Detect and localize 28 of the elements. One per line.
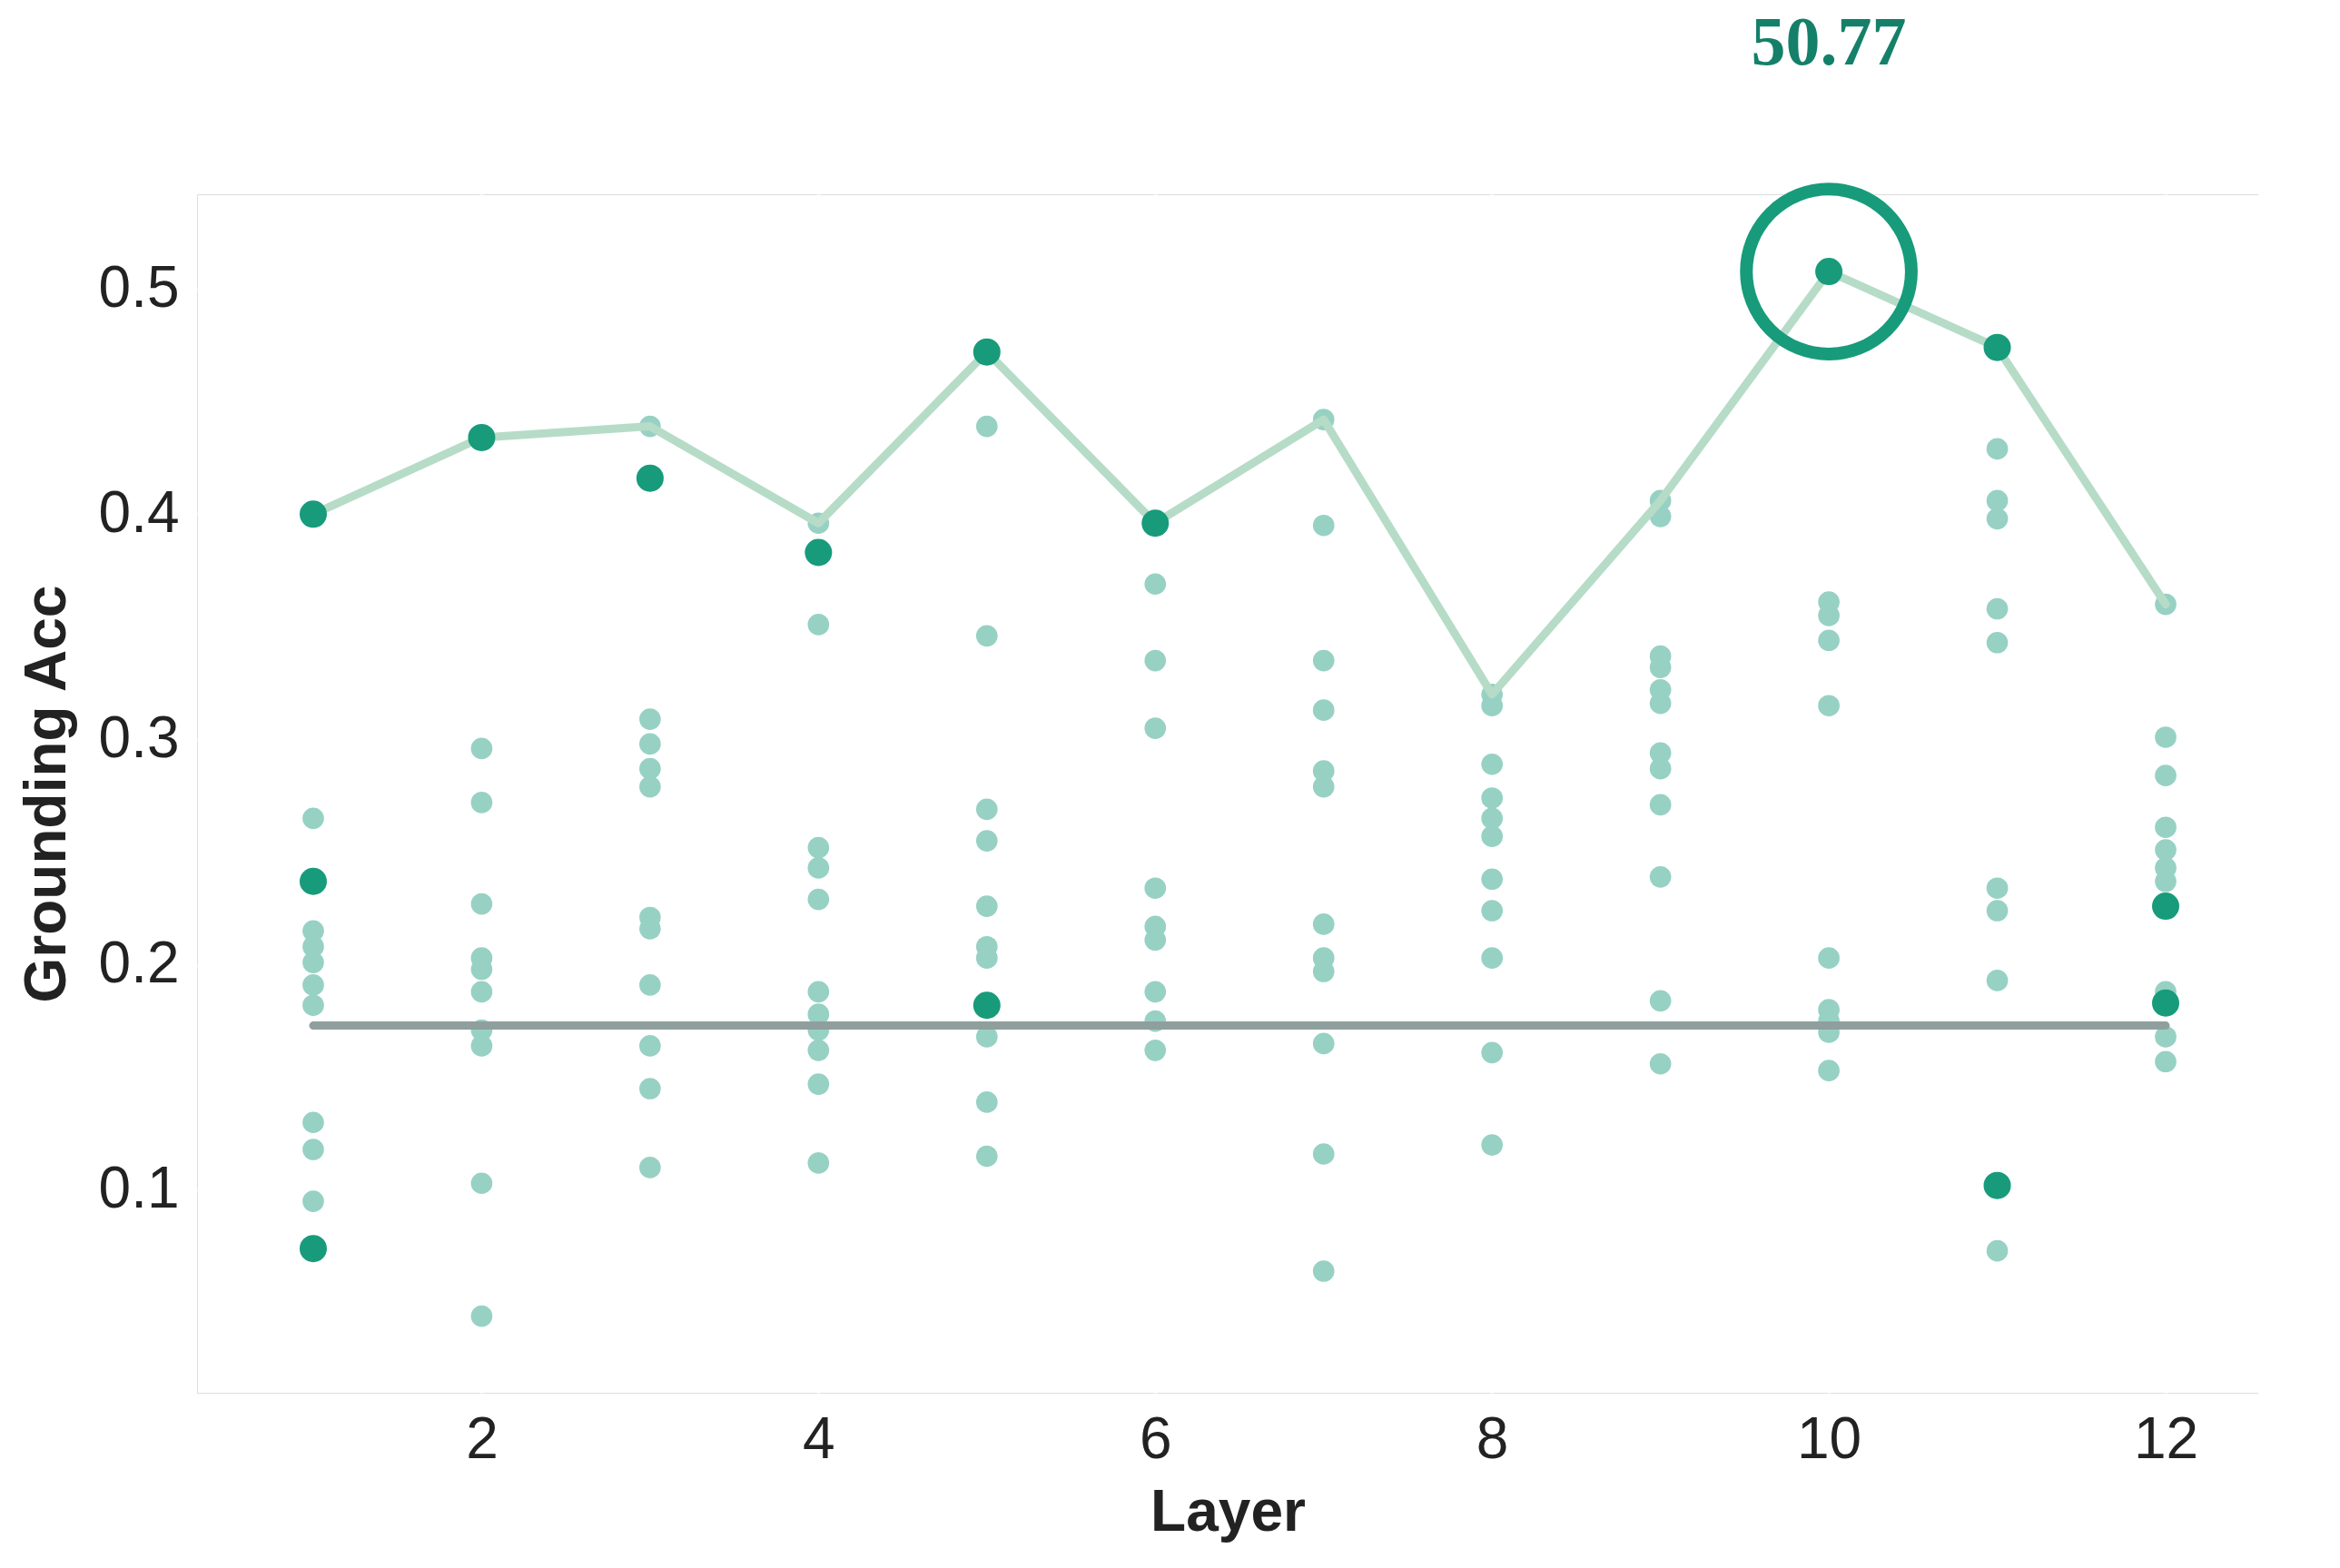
x-tick-label: 6	[1139, 1405, 1172, 1471]
x-tick-label: 8	[1476, 1405, 1509, 1471]
y-tick-label: 0.2	[98, 930, 180, 996]
point	[1983, 333, 2011, 361]
y-tick-label: 0.5	[98, 253, 180, 320]
point	[2152, 892, 2179, 921]
x-tick-label: 4	[803, 1405, 835, 1471]
point	[973, 991, 1001, 1020]
point	[1983, 1171, 2011, 1199]
y-tick-label: 0.4	[98, 478, 180, 545]
x-tick-label: 10	[1796, 1405, 1862, 1471]
y-tick-label: 0.1	[98, 1155, 180, 1221]
y-tick-label: 0.3	[98, 704, 180, 770]
x-axis-title: Layer	[1150, 1477, 1306, 1543]
point	[468, 424, 496, 451]
point	[973, 338, 1001, 366]
x-tick-label: 2	[466, 1405, 499, 1471]
x-tick-label: 12	[2133, 1405, 2199, 1471]
point	[299, 500, 327, 528]
annotation: 50.77	[1751, 3, 1907, 80]
y-axis-title: Grounding Acc	[12, 585, 78, 1003]
point	[2152, 989, 2179, 1017]
point	[636, 464, 664, 492]
point	[1141, 509, 1170, 537]
point	[805, 538, 833, 567]
point	[299, 1235, 327, 1263]
point	[1815, 258, 1843, 286]
point	[299, 867, 327, 895]
